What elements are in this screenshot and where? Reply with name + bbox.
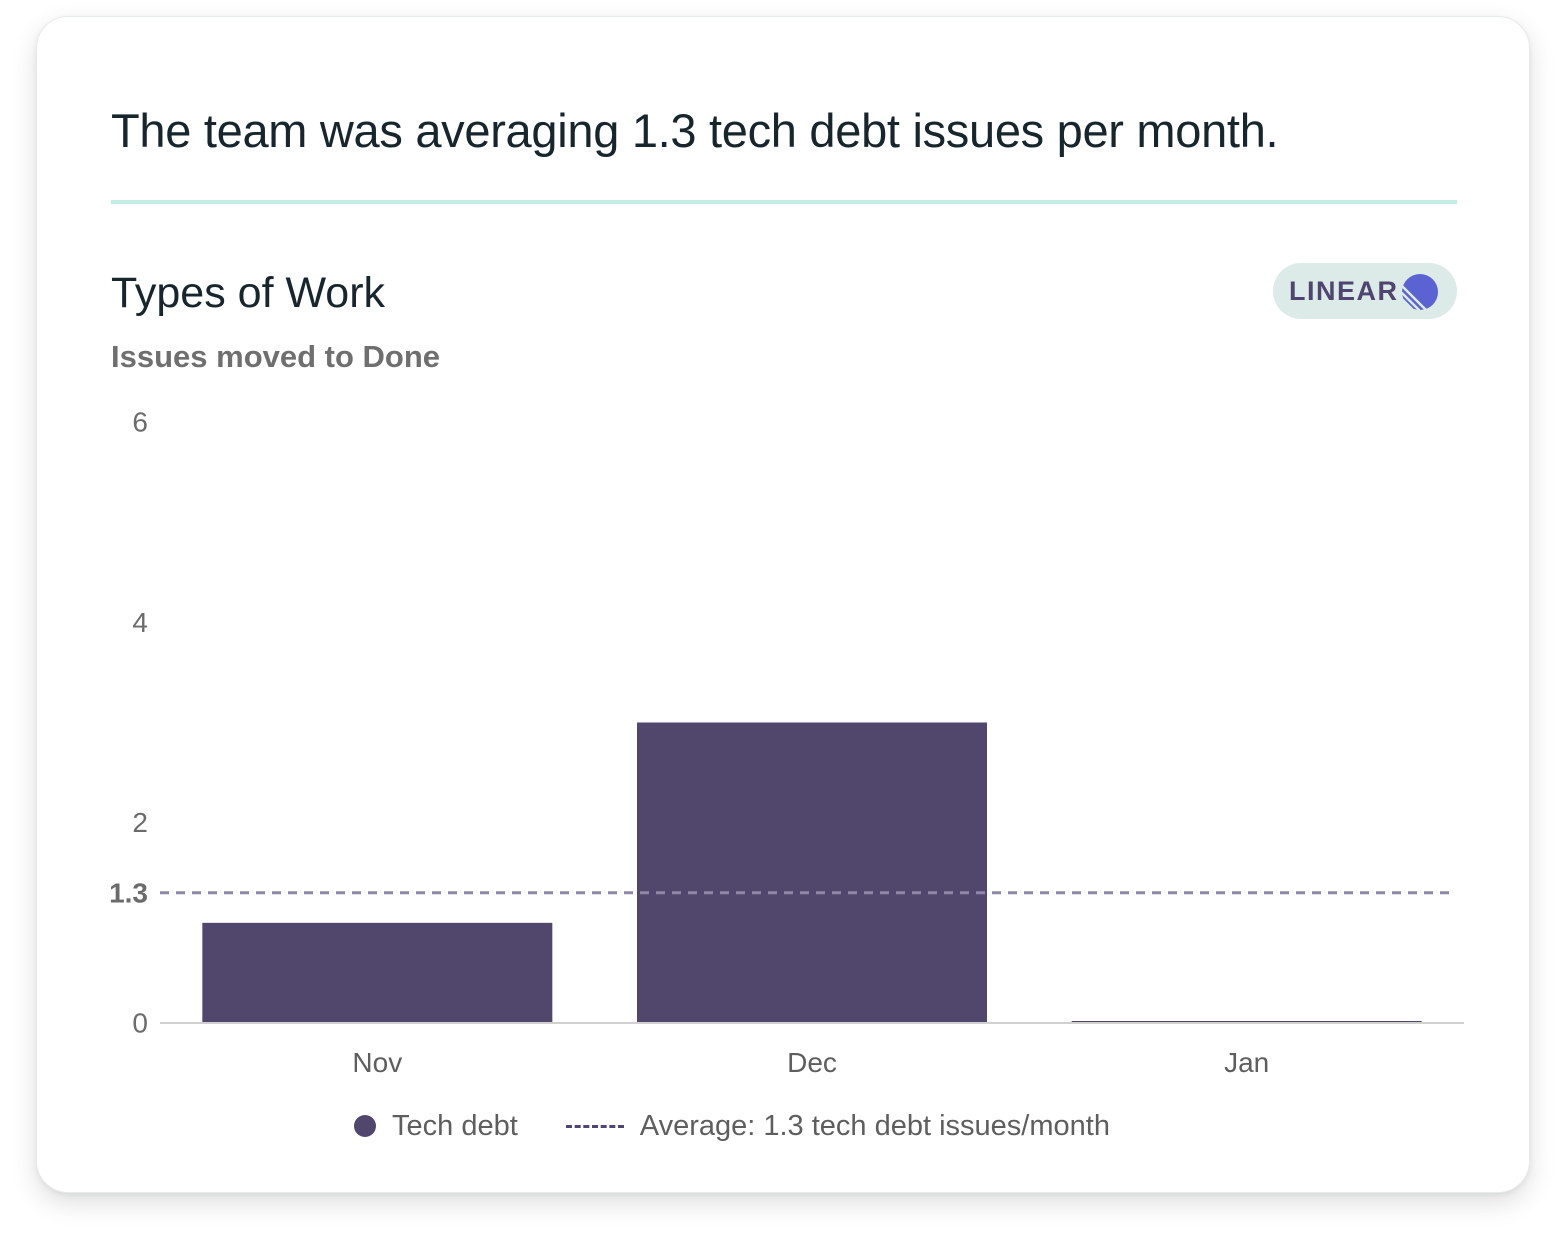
source-badge: LINEAR — [1273, 263, 1457, 319]
source-badge-label: LINEAR — [1289, 275, 1399, 306]
divider — [111, 200, 1457, 204]
x-tick-label: Nov — [352, 1047, 402, 1078]
headline: The team was averaging 1.3 tech debt iss… — [111, 104, 1279, 157]
legend-swatch-average — [565, 1124, 624, 1128]
y-tick-label: 0 — [132, 1008, 148, 1039]
chart-legend: Tech debt Average: 1.3 tech debt issues/… — [354, 1106, 1110, 1146]
bar-dec — [637, 722, 987, 1023]
y-tick-label: 4 — [132, 607, 148, 638]
legend-label-tech-debt: Tech debt — [392, 1109, 518, 1142]
bar-nov — [202, 922, 553, 1023]
average-line-label: 1.3 — [109, 877, 148, 908]
section-title: Types of Work — [111, 269, 386, 317]
y-tick-label: 6 — [132, 407, 148, 438]
linear-logo-icon — [1401, 274, 1438, 311]
legend-swatch-tech-debt — [354, 1115, 376, 1137]
section-subtitle: Issues moved to Done — [111, 339, 441, 374]
y-tick-label: 2 — [132, 807, 148, 838]
x-tick-label: Dec — [787, 1047, 837, 1078]
legend-label-average: Average: 1.3 tech debt issues/month — [639, 1109, 1110, 1142]
x-tick-label: Jan — [1224, 1047, 1269, 1078]
